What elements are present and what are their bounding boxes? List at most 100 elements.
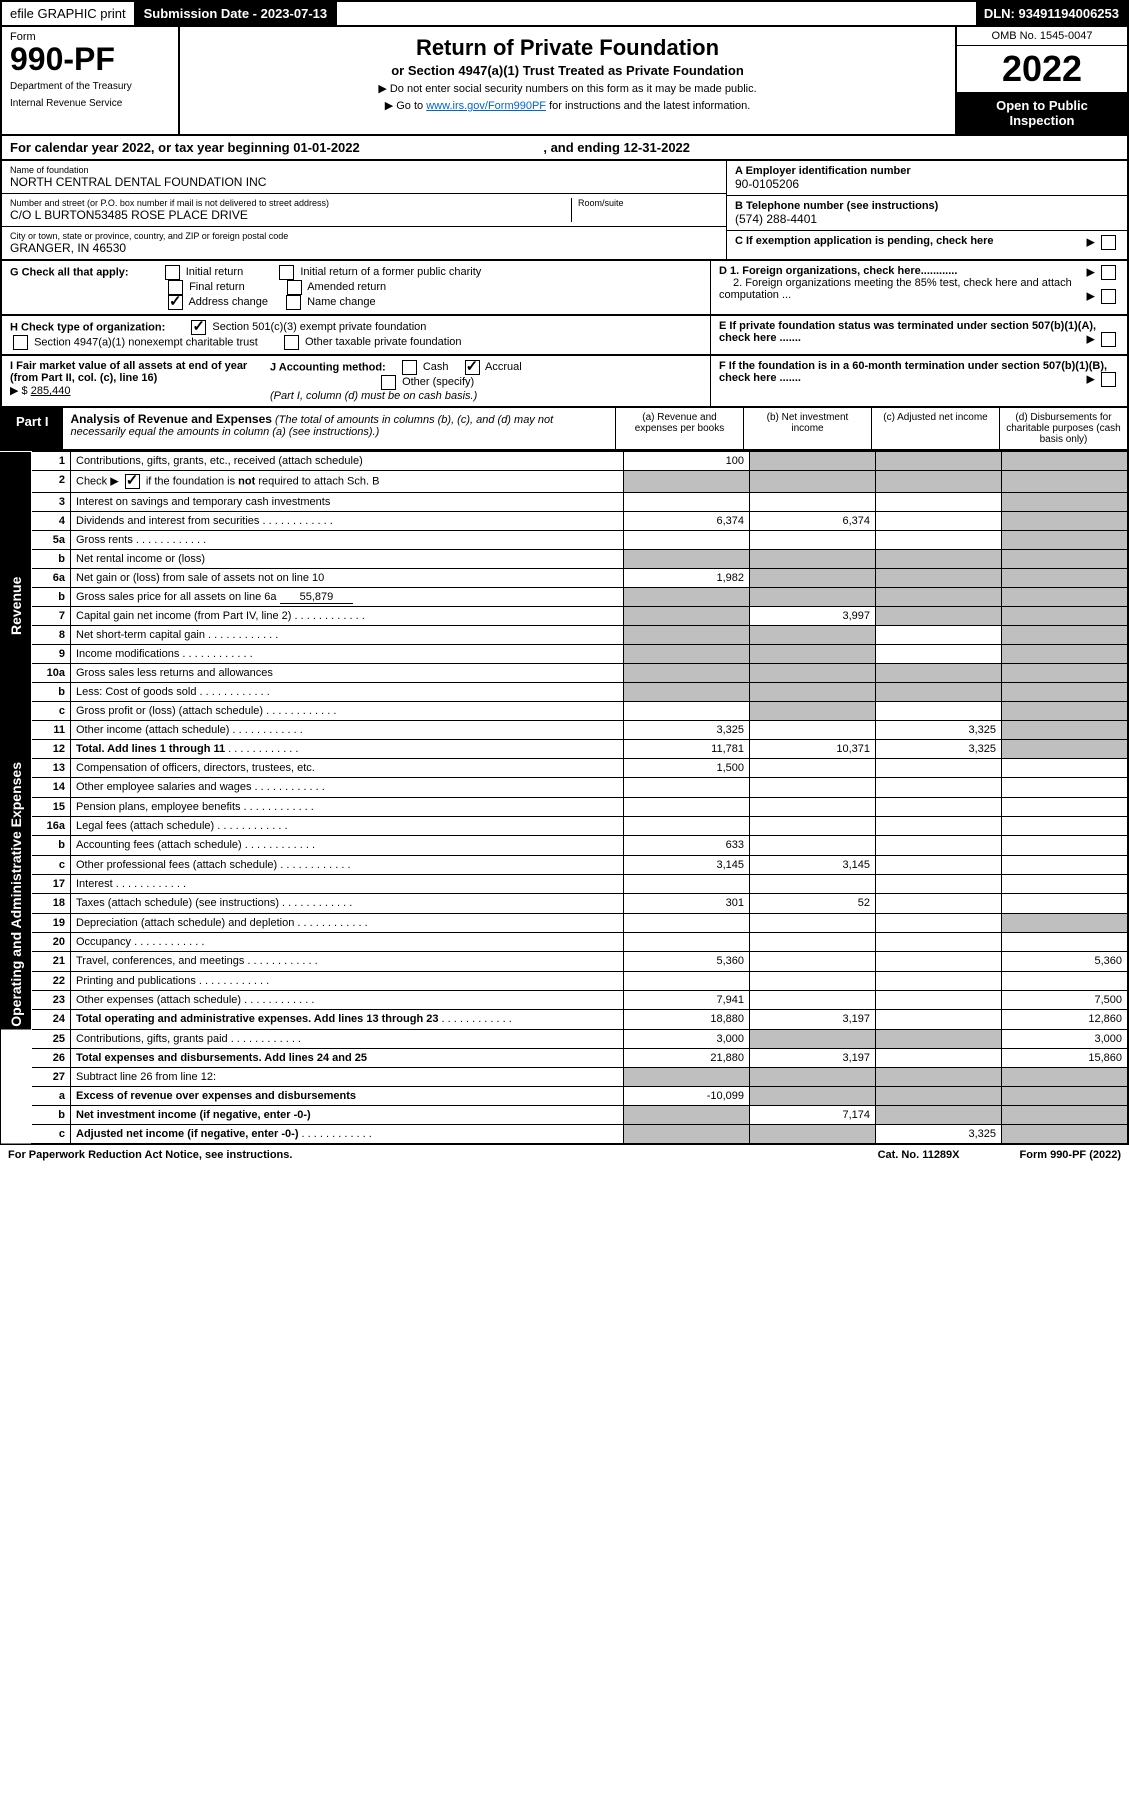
cat-number: Cat. No. 11289X	[878, 1149, 960, 1161]
g-label: G Check all that apply:	[10, 266, 129, 278]
table-row: 5aGross rents	[1, 531, 1128, 550]
form-number: 990-PF	[10, 43, 170, 75]
j-label: J Accounting method:	[270, 361, 386, 373]
address-change-checkbox[interactable]	[168, 295, 183, 310]
table-row: 14Other employee salaries and wages	[1, 778, 1128, 797]
calendar-year-line: For calendar year 2022, or tax year begi…	[0, 136, 1129, 161]
table-row: 21Travel, conferences, and meetings5,360…	[1, 952, 1128, 971]
form-title: Return of Private Foundation	[192, 35, 943, 61]
table-row: 24Total operating and administrative exp…	[1, 1010, 1128, 1030]
table-row: aExcess of revenue over expenses and dis…	[1, 1086, 1128, 1105]
table-row: 22Printing and publications	[1, 971, 1128, 990]
e-label: E If private foundation status was termi…	[719, 320, 1096, 344]
table-row: cAdjusted net income (if negative, enter…	[1, 1124, 1128, 1144]
table-row: bNet investment income (if negative, ent…	[1, 1105, 1128, 1124]
efile-label: efile GRAPHIC print	[2, 2, 136, 25]
section-g: G Check all that apply: Initial return I…	[0, 261, 1129, 316]
foundation-name: NORTH CENTRAL DENTAL FOUNDATION INC	[10, 175, 718, 189]
i-label: I Fair market value of all assets at end…	[10, 360, 247, 384]
j-accrual-checkbox[interactable]	[465, 360, 480, 375]
table-row: 11Other income (attach schedule)3,3253,3…	[1, 721, 1128, 740]
d1-label: D 1. Foreign organizations, check here..…	[719, 265, 957, 277]
city-label: City or town, state or province, country…	[10, 231, 718, 241]
open-inspection: Open to Public Inspection	[957, 92, 1127, 134]
schb-checkbox[interactable]	[125, 474, 140, 489]
ein: 90-0105206	[735, 177, 1119, 191]
omb-number: OMB No. 1545-0047	[957, 27, 1127, 46]
initial-return-checkbox[interactable]	[165, 265, 180, 280]
table-row: 16aLegal fees (attach schedule)	[1, 816, 1128, 835]
d2-checkbox[interactable]	[1101, 289, 1116, 304]
i-value: 285,440	[31, 385, 71, 397]
part1-tag: Part I	[2, 408, 63, 449]
expenses-side-label: Operating and Administrative Expenses	[1, 759, 32, 1030]
table-row: 8Net short-term capital gain	[1, 626, 1128, 645]
c-label: C If exemption application is pending, c…	[735, 235, 994, 247]
section-h: H Check type of organization: Section 50…	[0, 316, 1129, 356]
table-row: 15Pension plans, employee benefits	[1, 797, 1128, 816]
col-c-header: (c) Adjusted net income	[871, 408, 999, 449]
table-row: 18Taxes (attach schedule) (see instructi…	[1, 894, 1128, 913]
section-ij: I Fair market value of all assets at end…	[0, 356, 1129, 408]
h-501c3-checkbox[interactable]	[191, 320, 206, 335]
submission-date: Submission Date - 2023-07-13	[136, 2, 338, 25]
col-a-header: (a) Revenue and expenses per books	[615, 408, 743, 449]
phone-label: B Telephone number (see instructions)	[735, 200, 1119, 212]
paperwork-notice: For Paperwork Reduction Act Notice, see …	[8, 1149, 292, 1161]
address-label: Number and street (or P.O. box number if…	[10, 198, 571, 208]
part1-header: Part I Analysis of Revenue and Expenses …	[0, 408, 1129, 451]
amended-checkbox[interactable]	[287, 280, 302, 295]
f-checkbox[interactable]	[1101, 372, 1116, 387]
table-row: 12Total. Add lines 1 through 1111,78110,…	[1, 740, 1128, 759]
initial-former-checkbox[interactable]	[279, 265, 294, 280]
table-row: cOther professional fees (attach schedul…	[1, 855, 1128, 874]
table-row: bLess: Cost of goods sold	[1, 683, 1128, 702]
col-d-header: (d) Disbursements for charitable purpose…	[999, 408, 1127, 449]
table-row: Operating and Administrative Expenses 13…	[1, 759, 1128, 778]
instruction-ssn: ▶ Do not enter social security numbers o…	[192, 82, 943, 95]
d2-label: 2. Foreign organizations meeting the 85%…	[719, 277, 1072, 301]
j-cash-checkbox[interactable]	[402, 360, 417, 375]
table-row: 25Contributions, gifts, grants paid3,000…	[1, 1029, 1128, 1048]
table-row: bNet rental income or (loss)	[1, 550, 1128, 569]
table-row: 10aGross sales less returns and allowanc…	[1, 664, 1128, 683]
table-row: cGross profit or (loss) (attach schedule…	[1, 702, 1128, 721]
c-checkbox[interactable]	[1101, 235, 1116, 250]
part1-title: Analysis of Revenue and Expenses	[71, 412, 272, 426]
instruction-goto: ▶ Go to www.irs.gov/Form990PF for instru…	[192, 99, 943, 112]
form-header: Form 990-PF Department of the Treasury I…	[0, 27, 1129, 136]
table-row: 27Subtract line 26 from line 12:	[1, 1067, 1128, 1086]
h-label: H Check type of organization:	[10, 321, 165, 333]
irs-link[interactable]: www.irs.gov/Form990PF	[426, 100, 546, 112]
phone: (574) 288-4401	[735, 212, 1119, 226]
table-row: 20Occupancy	[1, 932, 1128, 951]
table-row: bGross sales price for all assets on lin…	[1, 588, 1128, 607]
address: C/O L BURTON53485 ROSE PLACE DRIVE	[10, 208, 571, 222]
d1-checkbox[interactable]	[1101, 265, 1116, 280]
dept-treasury: Department of the Treasury	[10, 81, 170, 92]
name-change-checkbox[interactable]	[286, 295, 301, 310]
e-checkbox[interactable]	[1101, 332, 1116, 347]
top-bar: efile GRAPHIC print Submission Date - 20…	[0, 0, 1129, 27]
h-other-checkbox[interactable]	[284, 335, 299, 350]
table-row: 7Capital gain net income (from Part IV, …	[1, 607, 1128, 626]
name-label: Name of foundation	[10, 165, 718, 175]
foundation-info: Name of foundation NORTH CENTRAL DENTAL …	[0, 161, 1129, 261]
h-4947-checkbox[interactable]	[13, 335, 28, 350]
table-row: 2Check ▶ if the foundation is not requir…	[1, 471, 1128, 493]
table-row: bAccounting fees (attach schedule)633	[1, 836, 1128, 855]
table-row: 17Interest	[1, 874, 1128, 893]
revenue-side-label: Revenue	[1, 452, 32, 759]
table-row: 19Depreciation (attach schedule) and dep…	[1, 913, 1128, 932]
city-state-zip: GRANGER, IN 46530	[10, 241, 718, 255]
ein-label: A Employer identification number	[735, 165, 1119, 177]
part1-table: Revenue 1Contributions, gifts, grants, e…	[0, 451, 1129, 1145]
table-row: 23Other expenses (attach schedule)7,9417…	[1, 990, 1128, 1009]
table-row: 26Total expenses and disbursements. Add …	[1, 1048, 1128, 1067]
j-other-checkbox[interactable]	[381, 375, 396, 390]
form-ref: Form 990-PF (2022)	[1020, 1149, 1121, 1161]
irs-label: Internal Revenue Service	[10, 98, 170, 109]
j-note: (Part I, column (d) must be on cash basi…	[270, 390, 477, 402]
table-row: 4Dividends and interest from securities6…	[1, 512, 1128, 531]
table-row: 6aNet gain or (loss) from sale of assets…	[1, 569, 1128, 588]
